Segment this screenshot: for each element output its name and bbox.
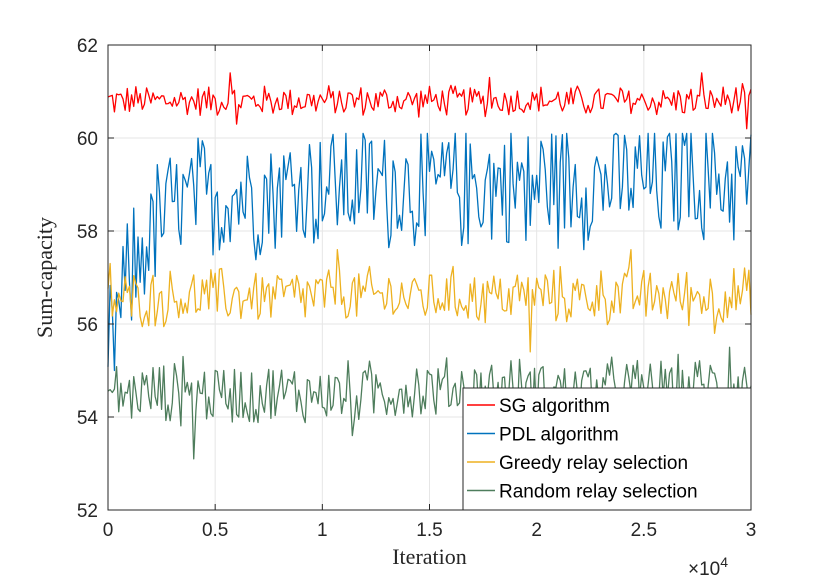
- x-tick-labels: 0 0.5 1 1.5 2 2.5 3: [103, 520, 757, 541]
- y-tick-label: 52: [77, 501, 98, 522]
- legend-label: SG algorithm: [499, 396, 610, 417]
- y-tick-label: 58: [77, 222, 98, 243]
- axis-ticks: [107, 44, 752, 511]
- x-tick-label: 2.5: [631, 520, 657, 541]
- legend-box: [462, 387, 752, 511]
- x-tick-label: 3: [746, 520, 757, 541]
- legend-label: PDL algorithm: [499, 425, 619, 446]
- x-exponent-base: ×10: [688, 559, 720, 580]
- x-exponent-power: 4: [720, 554, 728, 570]
- x-tick-label: 2: [531, 520, 542, 541]
- y-tick-label: 56: [77, 315, 98, 336]
- series-line-3: [107, 248, 752, 353]
- x-tick-label: 0: [103, 520, 114, 541]
- legend: SG algorithm PDL algorithm Greedy relay se…: [462, 387, 752, 511]
- series-line-1: [107, 72, 752, 130]
- x-axis-exponent: ×104: [688, 554, 728, 580]
- series-line-2: [107, 132, 752, 372]
- legend-items: SG algorithm PDL algorithm Greedy relay se…: [467, 396, 698, 503]
- legend-label: Greedy relay selection: [499, 453, 688, 474]
- y-axis-title: Sum-capacity: [32, 217, 57, 338]
- y-tick-label: 60: [77, 129, 98, 150]
- legend-label: Random relay selection: [499, 482, 698, 503]
- y-tick-label: 62: [77, 36, 98, 57]
- x-tick-label: 0.5: [202, 520, 228, 541]
- y-tick-labels: 52 54 56 58 60 62: [77, 36, 99, 522]
- x-tick-label: 1.5: [416, 520, 442, 541]
- x-tick-label: 1: [317, 520, 328, 541]
- x-axis-title: Iteration: [392, 544, 467, 569]
- y-tick-label: 54: [77, 408, 99, 429]
